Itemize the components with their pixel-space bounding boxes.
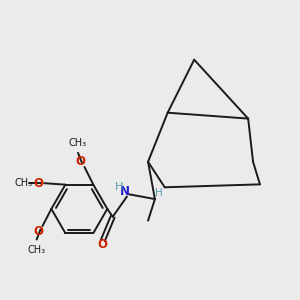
Text: H: H (115, 182, 123, 192)
Text: CH₃: CH₃ (14, 178, 33, 188)
Text: O: O (75, 155, 85, 168)
Text: O: O (34, 177, 44, 190)
Text: O: O (33, 225, 43, 238)
Text: CH₃: CH₃ (28, 245, 46, 255)
Text: H: H (155, 188, 163, 198)
Text: N: N (120, 185, 130, 198)
Text: O: O (97, 238, 107, 251)
Text: CH₃: CH₃ (69, 138, 87, 148)
